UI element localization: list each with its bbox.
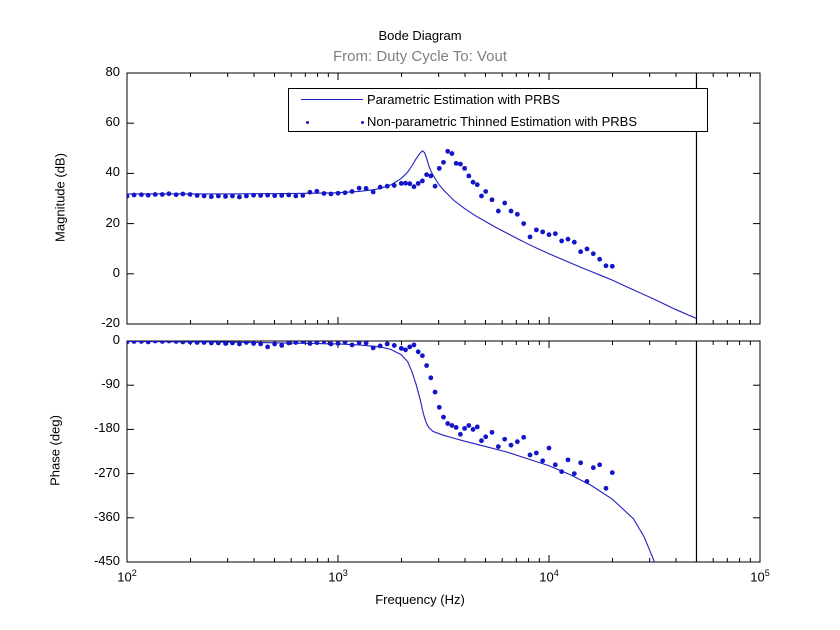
phase-axis-label: Phase (deg) bbox=[47, 414, 63, 486]
magnitude-y-tick-label: -20 bbox=[101, 315, 120, 330]
magnitude-y-tick-label: 20 bbox=[105, 214, 120, 230]
phase-y-tick-label: -450 bbox=[93, 553, 120, 568]
legend-dot-swatch bbox=[306, 121, 309, 124]
chart-title: Bode Diagram bbox=[378, 28, 462, 43]
phase-y-tick-label: -180 bbox=[93, 420, 120, 436]
magnitude-parametric-line bbox=[127, 150, 697, 319]
frequency-axis-label: Frequency (Hz) bbox=[375, 592, 465, 607]
legend-label-parametric: Parametric Estimation with PRBS bbox=[367, 92, 560, 107]
magnitude-y-tick-label: 60 bbox=[105, 114, 120, 130]
legend-line-swatch bbox=[301, 99, 363, 100]
magnitude-data-layer bbox=[127, 73, 698, 324]
phase-y-tick-label: 0 bbox=[112, 332, 120, 347]
magnitude-nonparametric-points bbox=[127, 148, 615, 269]
chart-subtitle: From: Duty Cycle To: Vout bbox=[333, 48, 507, 65]
x-tick-label: 103 bbox=[328, 568, 348, 585]
phase-nonparametric-points bbox=[127, 341, 615, 491]
magnitude-y-tick-label: 40 bbox=[105, 164, 120, 180]
magnitude-axis-label: Magnitude (dB) bbox=[52, 152, 68, 242]
phase-y-tick-label: -90 bbox=[101, 376, 120, 392]
x-tick-label: 102 bbox=[117, 568, 137, 585]
phase-axes-frame bbox=[126, 340, 761, 563]
legend-item-nonparametric: Non-parametric Thinned Estimation with P… bbox=[289, 111, 709, 133]
legend-item-parametric: Parametric Estimation with PRBS bbox=[289, 89, 709, 111]
x-tick-label: 105 bbox=[750, 568, 770, 585]
phase-data-layer bbox=[127, 341, 698, 562]
legend: Parametric Estimation with PRBS Non-para… bbox=[288, 88, 708, 132]
legend-label-nonparametric: Non-parametric Thinned Estimation with P… bbox=[367, 114, 637, 129]
phase-y-tick-label: -270 bbox=[93, 464, 120, 480]
phase-y-tick-label: -360 bbox=[93, 508, 120, 524]
x-tick-label: 104 bbox=[539, 568, 559, 585]
magnitude-y-tick-label: 0 bbox=[112, 264, 120, 280]
magnitude-y-tick-label: 80 bbox=[105, 64, 120, 79]
phase-parametric-line bbox=[127, 341, 656, 562]
legend-dot-swatch-inline bbox=[361, 121, 364, 124]
